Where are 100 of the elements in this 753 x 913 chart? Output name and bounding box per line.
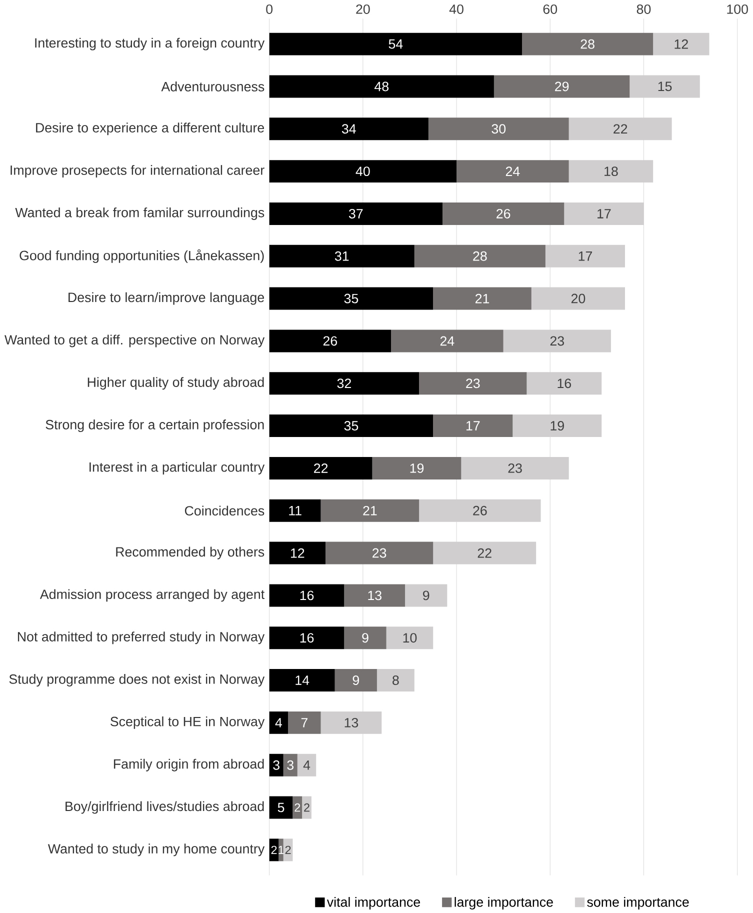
data-label: 23 <box>466 378 480 388</box>
data-label: 14 <box>296 676 310 685</box>
bar <box>372 456 462 480</box>
y-tick-label: Family origin from abroad <box>114 758 264 772</box>
bar <box>269 75 494 98</box>
bar <box>545 244 626 268</box>
bar <box>419 499 541 522</box>
data-label: 12 <box>291 548 304 558</box>
bar <box>653 32 710 56</box>
data-label: 40 <box>356 166 370 176</box>
bar <box>269 456 372 480</box>
bar <box>522 32 654 56</box>
y-tick-label: Strong desire for a certain profession <box>46 420 264 432</box>
data-label: 4 <box>303 760 310 770</box>
data-label: 2 <box>304 803 310 812</box>
bar <box>320 711 382 734</box>
data-label: 12 <box>674 39 688 49</box>
x-tick-label: 20 <box>356 4 370 14</box>
bar <box>269 754 284 776</box>
data-label: 16 <box>558 378 572 388</box>
bar <box>302 796 312 819</box>
bar <box>283 754 298 776</box>
data-label: 9 <box>352 676 360 686</box>
bar <box>269 711 288 734</box>
x-tick-label: 80 <box>636 4 651 14</box>
y-tick-label: Sceptical to HE in Norway <box>110 716 265 729</box>
x-tick-label: 100 <box>727 4 748 14</box>
data-label: 16 <box>300 590 314 600</box>
data-label: 9 <box>362 633 368 643</box>
bar <box>269 32 522 56</box>
y-tick-label: Wanted a break from familar surroundings <box>15 207 264 220</box>
data-label: 24 <box>440 336 454 346</box>
bar <box>564 202 644 225</box>
bar <box>269 796 293 819</box>
bar <box>630 75 700 98</box>
x-tick-label: 40 <box>449 4 464 14</box>
bar <box>269 202 443 225</box>
y-tick-label: Study programme does not exist in Norway <box>9 674 265 687</box>
bar <box>433 287 532 310</box>
y-tick-label: Interesting to study in a foreign country <box>35 38 265 50</box>
x-tick-label: 60 <box>543 4 558 14</box>
y-tick-label: Improve prosepects for international career <box>10 165 264 178</box>
bar <box>269 330 392 352</box>
data-label: 37 <box>348 208 363 218</box>
data-label: 9 <box>423 590 430 600</box>
data-label: 13 <box>368 590 382 600</box>
bar <box>568 160 654 183</box>
bar <box>568 118 672 140</box>
data-label: 7 <box>301 718 308 728</box>
data-label: 30 <box>492 124 506 134</box>
bar <box>386 626 434 650</box>
data-label: 3 <box>287 760 294 770</box>
y-tick-label: Higher quality of study abroad <box>88 377 264 390</box>
y-tick-label: Adventurousness <box>161 82 264 92</box>
y-tick-label: Good funding opportunities (Lånekassen) <box>20 249 264 263</box>
data-label: 4 <box>275 718 282 728</box>
data-label: 2 <box>271 846 277 854</box>
data-label: 11 <box>289 506 302 516</box>
legend-label: vital importance <box>326 897 420 910</box>
y-tick-label: Wanted to study in my home country <box>48 844 265 856</box>
bar <box>456 160 569 183</box>
bar <box>442 202 564 225</box>
legend-label: some importance <box>587 897 689 910</box>
bar <box>344 584 406 607</box>
data-label: 26 <box>473 506 487 516</box>
bar <box>391 330 504 352</box>
legend-label: large importance <box>454 897 553 910</box>
bar <box>512 414 602 438</box>
data-label: 20 <box>571 294 586 304</box>
data-label: 10 <box>403 633 417 643</box>
bar <box>269 118 428 140</box>
data-label: 15 <box>658 82 672 92</box>
data-label: 3 <box>273 760 280 770</box>
data-label: 2 <box>294 803 300 812</box>
data-label: 16 <box>300 633 314 643</box>
data-label: 29 <box>555 82 569 92</box>
bar <box>292 796 302 819</box>
y-tick-label: Admission process arranged by agent <box>40 589 265 602</box>
bar <box>334 669 377 692</box>
bar <box>326 542 434 564</box>
data-label: 17 <box>466 421 480 430</box>
bar <box>405 584 448 607</box>
bar <box>531 287 626 310</box>
bar <box>269 414 434 438</box>
bar <box>526 372 602 395</box>
y-tick-label: Coincidences <box>184 506 264 516</box>
bar <box>269 160 457 183</box>
bar <box>419 372 527 395</box>
bar <box>269 372 420 395</box>
data-label: 13 <box>344 718 358 728</box>
data-label: 21 <box>476 294 490 304</box>
data-label: 23 <box>550 336 564 346</box>
data-label: 22 <box>314 464 328 473</box>
bar <box>414 244 546 268</box>
y-tick-label: Not admitted to preferred study in Norway <box>18 632 265 644</box>
data-label: 26 <box>323 336 338 346</box>
bar <box>433 542 536 564</box>
bar <box>376 669 414 692</box>
bar <box>503 330 611 352</box>
data-label: 26 <box>496 208 510 218</box>
